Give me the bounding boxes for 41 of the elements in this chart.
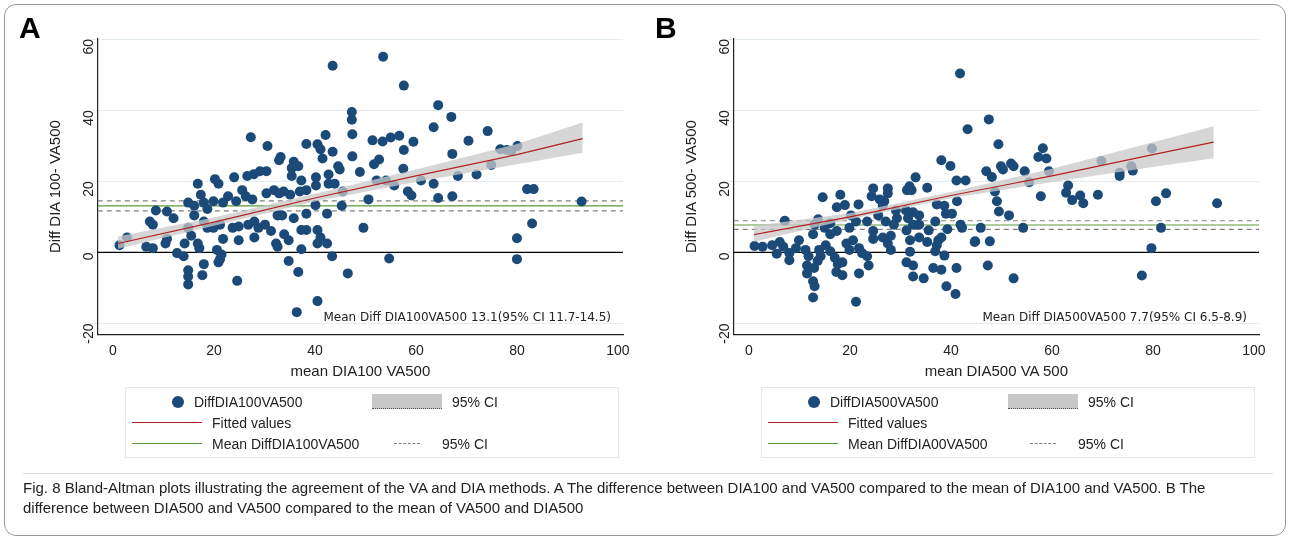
y-tick-label: 0 <box>715 252 732 261</box>
text: 95% CI <box>1088 393 1134 410</box>
x-tick-label: 20 <box>842 342 858 359</box>
chart-title: A <box>19 11 41 45</box>
y-tick-label: 60 <box>715 38 732 55</box>
y-tick-label: 40 <box>79 109 96 126</box>
chart-title: B <box>655 11 677 45</box>
legend-label: Fitted values <box>848 414 928 431</box>
x-tick-label: 60 <box>1044 342 1060 359</box>
y-tick-label: 0 <box>79 252 96 261</box>
x-tick-label: 80 <box>1145 342 1161 359</box>
legend-label: Mean DiffDIA100VA500 <box>212 435 360 452</box>
x-tick-label: 0 <box>745 342 754 359</box>
x-tick-label: 40 <box>307 342 323 359</box>
y-tick-label: 20 <box>79 181 96 197</box>
legend-label: DiffDIA100VA500 <box>194 393 303 410</box>
x-tick-label: 20 <box>206 342 222 359</box>
x-tick-label: 40 <box>943 342 959 359</box>
y-axis-title: Diff DIA 500- VA500 <box>682 120 700 254</box>
y-tick-label: -20 <box>715 323 732 344</box>
x-tick-label: 0 <box>109 342 118 359</box>
x-tick-label: 80 <box>509 342 525 359</box>
legend-label: Fitted values <box>212 414 292 431</box>
x-tick-label: 60 <box>408 342 424 359</box>
x-axis-title: mean DIA500 VA 500 <box>924 362 1068 380</box>
y-tick-label: 20 <box>715 181 732 197</box>
y-tick-label: -20 <box>79 323 96 344</box>
y-tick-label: 40 <box>715 109 732 126</box>
legend-label: 95% CI <box>1078 435 1124 452</box>
x-tick-label: 100 <box>1242 342 1266 359</box>
text: 95% CI <box>452 393 498 410</box>
legend-label: Mean DiffDIA00VA500 <box>848 435 988 452</box>
legend-label: 95% CI <box>442 435 488 452</box>
legend-label: DiffDIA500VA500 <box>830 393 939 410</box>
annotation: Mean Diff DIA500VA500 7.7(95% CI 6.5-8.9) <box>982 310 1247 325</box>
y-tick-label: 60 <box>79 38 96 55</box>
caption: Fig. 8 Bland-Altman plots illustrating the agreement of the VA and DIA methods. A The difference between DIA100 and VA500 compared to the mean of DIA100 and VA500. B The difference between DIA500 and VA500 compared to the mean of VA500 and DIA500 <box>23 478 1207 518</box>
x-axis-title: mean DIA100 VA500 <box>290 362 431 380</box>
x-tick-label: 100 <box>606 342 630 359</box>
annotation: Mean Diff DIA100VA500 13.1(95% CI 11.7-14.5) <box>323 310 611 325</box>
y-axis-title: Diff DIA 100- VA500 <box>46 120 64 254</box>
